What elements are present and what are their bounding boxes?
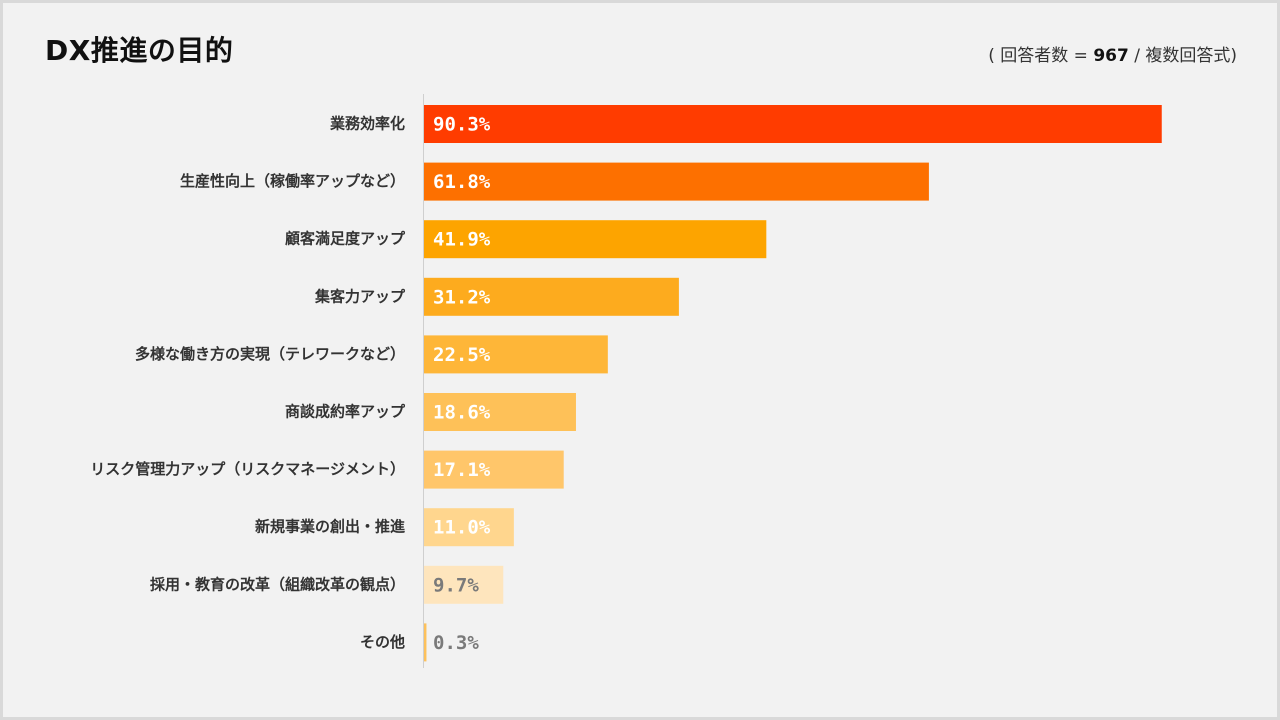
bar (424, 450, 564, 489)
bar (424, 277, 679, 316)
respondent-note: ( 回答者数 = 967 / 複数回答式) (988, 41, 1237, 66)
bar (424, 105, 1162, 143)
value-label: 61.8% (433, 171, 491, 193)
chart-title: DX推進の目的 (45, 34, 234, 67)
value-label: 90.3% (433, 114, 491, 136)
category-label: 生産性向上（稼働率アップなど） (180, 172, 405, 190)
category-label: 商談成約率アップ (285, 403, 406, 421)
value-label: 18.6% (433, 402, 491, 424)
value-label: 11.0% (433, 517, 491, 539)
category-label: その他 (360, 633, 405, 651)
bar (424, 335, 608, 374)
value-label: 31.2% (433, 286, 491, 308)
category-label: 新規事業の創出・推進 (255, 518, 406, 536)
value-label: 22.5% (433, 344, 491, 366)
note-close: / 複数回答式) (1128, 46, 1237, 66)
bar (424, 393, 576, 431)
bar (424, 220, 767, 259)
value-label: 17.1% (433, 459, 491, 481)
note-open: ( 回答者数 = (988, 46, 1094, 66)
respondent-count: 967 (1093, 46, 1129, 66)
bar (424, 508, 514, 547)
value-label: 0.3% (433, 632, 479, 654)
value-label: 41.9% (433, 229, 491, 251)
value-label: 9.7% (433, 574, 479, 596)
bar (424, 623, 427, 662)
bar (424, 565, 504, 604)
category-label: リスク管理力アップ（リスクマネージメント） (90, 460, 405, 478)
category-label: 多様な働き方の実現（テレワークなど） (135, 345, 405, 363)
category-label: 集客力アップ (314, 287, 406, 305)
category-label: 採用・教育の改革（組織改革の観点） (150, 575, 405, 593)
bar (424, 162, 929, 201)
category-label: 顧客満足度アップ (285, 230, 406, 248)
category-label: 業務効率化 (329, 115, 405, 133)
